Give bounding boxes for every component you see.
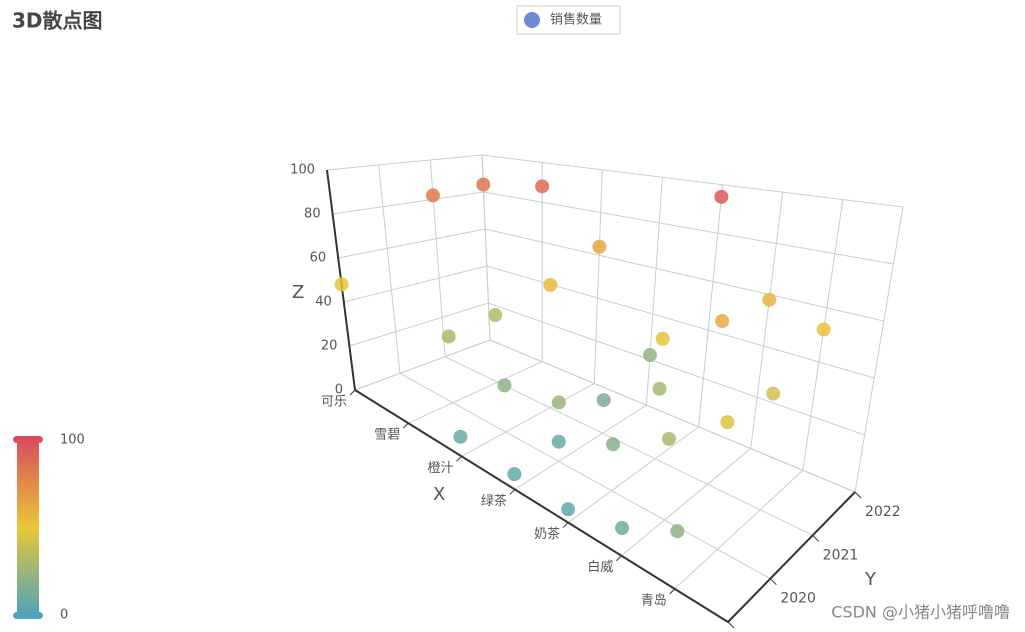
x-tick-label: 绿茶	[481, 493, 507, 509]
grid-line	[488, 302, 865, 436]
y-tick-label: 2022	[865, 504, 901, 520]
grid-line	[485, 228, 884, 322]
x-tick-label: 奶茶	[534, 526, 560, 542]
scatter-point	[441, 329, 456, 344]
scatter-point	[766, 386, 781, 401]
scatter-point	[453, 429, 468, 444]
grid-line	[349, 302, 489, 347]
axis-name: Z	[292, 282, 304, 303]
y-tick	[812, 534, 820, 542]
grid-line	[698, 184, 724, 427]
z-tick-label: 100	[290, 163, 315, 178]
grid-line	[408, 361, 543, 424]
grid-line	[354, 339, 491, 391]
visual-map-bar[interactable]	[17, 440, 39, 615]
scatter-point	[334, 277, 349, 292]
y-tick-label: 2021	[823, 547, 859, 563]
x-tick-label: 青岛	[641, 592, 667, 608]
y-axis	[727, 491, 856, 623]
z-tick-label: 20	[321, 339, 338, 354]
grid-line	[461, 382, 595, 457]
x-tick	[509, 489, 516, 495]
scatter-point	[507, 467, 522, 482]
x-tick	[349, 389, 356, 396]
grid-line	[854, 206, 904, 493]
z-tick-label: 0	[335, 383, 343, 398]
x-tick-label: 橙汁	[428, 461, 454, 476]
visual-map-handle[interactable]	[13, 612, 43, 619]
scatter-point	[551, 395, 566, 410]
scatter-point	[605, 437, 620, 452]
scatter-point	[655, 331, 670, 346]
x-tick	[669, 588, 676, 595]
x-tick	[562, 522, 569, 528]
z-tick-label: 80	[304, 207, 321, 222]
x-axis	[354, 389, 729, 623]
scatter-point	[561, 502, 576, 517]
scatter-point	[543, 277, 558, 292]
x-tick-label: 可乐	[321, 395, 347, 410]
scatter-point	[720, 415, 735, 430]
scatter-point	[615, 521, 630, 535]
scatter-point	[652, 381, 667, 396]
y-tick	[769, 578, 777, 586]
grid-line	[750, 192, 784, 449]
grid-line	[593, 169, 603, 384]
grid-line	[621, 448, 752, 557]
axis-name: X	[433, 484, 445, 505]
grid-line	[326, 154, 483, 171]
legend-marker[interactable]	[524, 12, 540, 28]
grid-line	[338, 228, 486, 259]
legend-box	[516, 5, 621, 35]
legend-label[interactable]: 销售数量	[550, 12, 602, 28]
scatter-point	[476, 177, 491, 192]
scatter-point	[642, 348, 657, 363]
grid-line	[514, 404, 647, 490]
grid-line	[567, 426, 699, 523]
grid-line	[645, 177, 663, 406]
x-tick	[616, 555, 622, 562]
scatter-point	[596, 393, 611, 408]
watermark: CSDN @小猪小猪呼噜噜	[831, 603, 1010, 622]
axis-name: Y	[864, 569, 877, 590]
scatter-point	[661, 431, 676, 446]
y-tick	[854, 491, 862, 499]
grid-line	[489, 339, 856, 493]
y-tick	[727, 621, 735, 629]
visual-map-label: 100	[60, 433, 85, 448]
grid-line	[399, 372, 771, 580]
visual-map-label: 0	[60, 608, 68, 623]
scatter-point	[535, 179, 550, 194]
scatter-point	[714, 189, 729, 204]
x-tick-label: 雪碧	[374, 428, 400, 443]
grid-line	[483, 191, 894, 265]
scatter-point	[592, 239, 607, 254]
x-tick	[456, 455, 462, 462]
grid-line	[332, 191, 484, 215]
grid-line	[343, 265, 487, 303]
grid-line	[674, 469, 804, 590]
visual-map-handle[interactable]	[13, 436, 43, 443]
scatter-point	[551, 434, 566, 449]
chart-title: 3D散点图	[12, 9, 103, 33]
scatter-point	[488, 307, 503, 322]
scatter-point	[670, 524, 685, 539]
z-tick-label: 40	[315, 295, 332, 310]
scatter-point	[816, 322, 831, 337]
x-tick-label: 白威	[587, 559, 613, 575]
y-tick-label: 2020	[780, 591, 816, 607]
scatter-point	[715, 314, 730, 329]
x-tick	[402, 422, 409, 429]
z-tick-label: 60	[310, 251, 327, 266]
scatter-point	[497, 378, 512, 393]
grid-line	[378, 164, 401, 374]
grid-line	[481, 154, 904, 208]
scatter-point	[762, 292, 777, 307]
scatter-point	[425, 188, 440, 203]
